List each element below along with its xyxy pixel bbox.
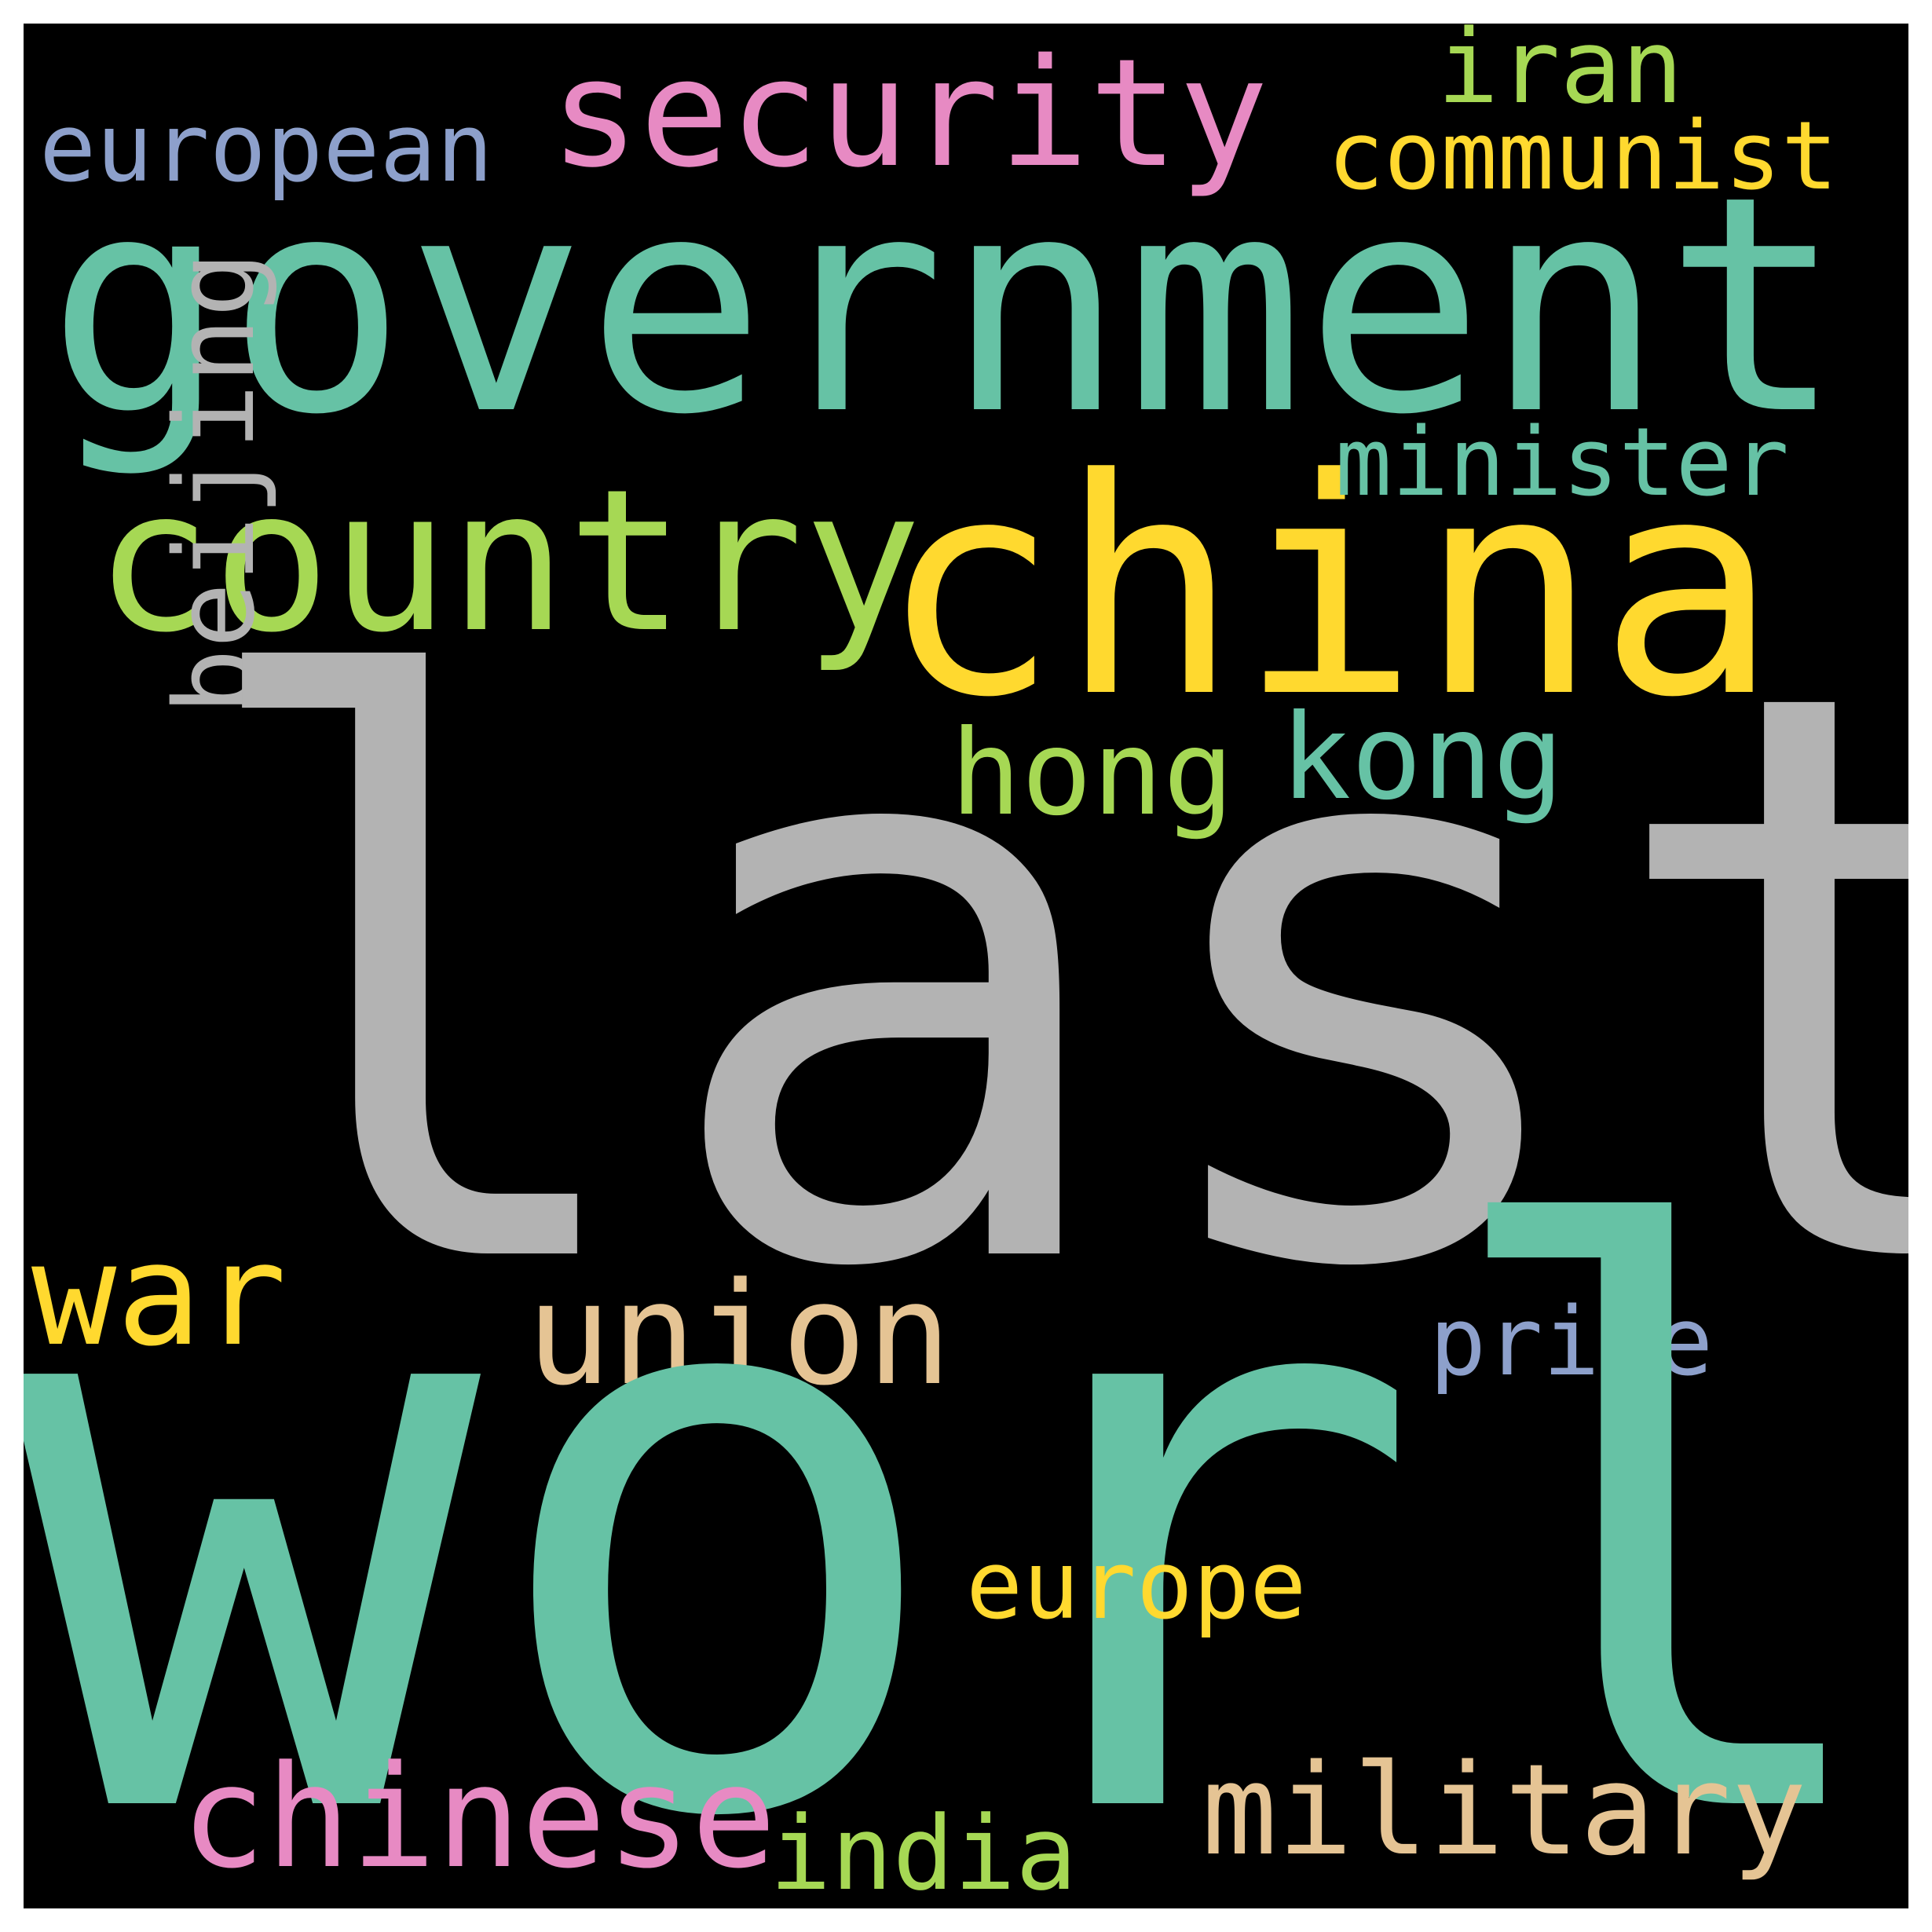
word-country: country bbox=[94, 447, 922, 675]
word-european: european bbox=[39, 94, 493, 203]
word-government: government bbox=[47, 132, 1844, 480]
word-last: last bbox=[181, 525, 1908, 1439]
word-world: world bbox=[24, 1074, 1908, 1908]
word-minister: minister bbox=[1335, 408, 1789, 518]
word-military: military bbox=[1202, 1736, 1807, 1883]
word-war: war bbox=[31, 1213, 287, 1378]
word-security: security bbox=[550, 27, 1269, 200]
word-hong: hong bbox=[950, 705, 1235, 842]
word-iran: iran bbox=[1437, 24, 1684, 126]
word-kong: kong bbox=[1280, 690, 1564, 826]
word-prime: prime bbox=[1429, 1288, 1714, 1397]
word-cloud: government security european iran commun… bbox=[24, 24, 1908, 1908]
word-union: union bbox=[526, 1253, 952, 1417]
word-india: india bbox=[770, 1794, 1078, 1908]
word-china: china bbox=[880, 415, 1778, 763]
word-europe: europe bbox=[966, 1531, 1307, 1641]
word-communist: communist bbox=[1327, 102, 1839, 211]
word-chinese: chinese bbox=[181, 1736, 777, 1900]
